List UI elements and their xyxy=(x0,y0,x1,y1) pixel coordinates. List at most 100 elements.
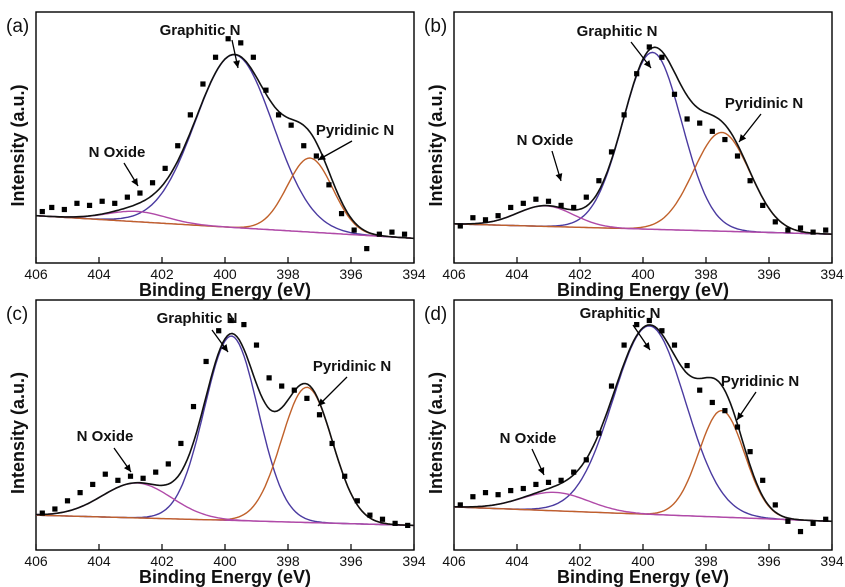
data-point xyxy=(354,498,360,504)
data-point xyxy=(316,412,323,418)
data-point xyxy=(734,153,741,159)
annotation-label: Graphitic N xyxy=(580,305,661,322)
data-point xyxy=(401,231,408,237)
x-axis-title: Binding Energy (eV) xyxy=(557,567,729,587)
x-tick-label: 394 xyxy=(402,266,426,282)
annotation-label: Pyridinic N xyxy=(313,358,391,375)
data-point xyxy=(772,219,778,225)
annotation-label: N Oxide xyxy=(89,144,146,161)
data-point xyxy=(495,213,501,219)
x-axis-title: Binding Energy (eV) xyxy=(557,280,729,300)
data-point xyxy=(520,200,526,206)
data-point xyxy=(797,528,804,535)
annotation-label: Graphitic N xyxy=(160,22,241,39)
panel-label: (d) xyxy=(424,304,447,325)
data-point xyxy=(533,196,539,202)
data-point xyxy=(39,208,45,215)
x-tick-label: 394 xyxy=(820,266,844,282)
arrow-head-icon xyxy=(643,60,651,68)
data-point xyxy=(545,198,552,204)
x-tick-label: 402 xyxy=(150,266,174,282)
data-point xyxy=(785,518,791,524)
x-tick-label: 404 xyxy=(505,553,529,569)
annotation-label: Pyridinic N xyxy=(316,122,394,139)
data-point xyxy=(671,91,678,97)
data-point xyxy=(722,408,728,414)
data-point xyxy=(225,36,231,42)
data-point xyxy=(304,395,310,401)
data-point xyxy=(760,477,766,483)
x-tick-label: 394 xyxy=(820,553,844,569)
x-tick-label: 400 xyxy=(213,553,237,569)
data-point xyxy=(291,387,297,393)
panel-c: (c) 406 404 402 400 398 396 394 Binding Energy (… xyxy=(6,299,426,587)
x-tick-label: 400 xyxy=(631,553,655,569)
x-tick-label: 398 xyxy=(276,266,300,282)
data-point xyxy=(216,328,222,334)
annotation-label: N Oxide xyxy=(500,430,557,447)
data-point xyxy=(659,328,665,334)
panel-label: (b) xyxy=(424,16,447,37)
data-point xyxy=(697,387,703,393)
data-point xyxy=(583,194,589,200)
data-point xyxy=(583,457,589,463)
envelope-line xyxy=(36,332,415,527)
data-point xyxy=(99,198,105,204)
data-point xyxy=(823,516,829,522)
data-point xyxy=(351,227,357,233)
data-point xyxy=(338,211,345,217)
data-point xyxy=(810,229,816,235)
data-point xyxy=(508,204,514,211)
data-point xyxy=(621,112,627,118)
x-tick-label: 400 xyxy=(213,266,237,282)
arrow-head-icon xyxy=(220,344,228,352)
data-point xyxy=(571,469,577,475)
data-point xyxy=(495,492,501,498)
data-point xyxy=(823,227,829,233)
data-point xyxy=(608,149,615,155)
data-point xyxy=(533,481,539,488)
data-point xyxy=(275,112,282,118)
arrow-head-icon xyxy=(233,60,240,68)
data-point xyxy=(266,375,272,381)
data-point xyxy=(634,71,640,77)
annotation-label: Graphitic N xyxy=(577,23,658,40)
data-point xyxy=(558,477,564,483)
data-point xyxy=(165,461,171,467)
data-point xyxy=(364,245,370,252)
data-point xyxy=(747,449,753,455)
data-point xyxy=(288,122,294,128)
arrow-head-icon xyxy=(643,342,650,350)
arrow-head-icon xyxy=(318,398,326,406)
panel-d: (d) 406 404 402 400 398 396 394 Binding Energy (… xyxy=(424,299,844,587)
arrow-head-icon xyxy=(555,173,563,181)
annotation-label: N Oxide xyxy=(77,428,134,445)
x-tick-label: 404 xyxy=(87,266,111,282)
data-point xyxy=(389,229,395,235)
panel-label: (a) xyxy=(6,16,29,37)
x-tick-label: 396 xyxy=(339,553,363,569)
annotation-label: Pyridinic N xyxy=(725,95,803,112)
arrow-head-icon xyxy=(318,153,326,160)
data-point xyxy=(392,520,398,526)
x-tick-label: 396 xyxy=(339,266,363,282)
data-point xyxy=(684,116,690,122)
data-point xyxy=(250,54,256,60)
x-tick-label: 394 xyxy=(402,553,426,569)
x-tick-label: 396 xyxy=(757,553,781,569)
data-point xyxy=(313,153,319,159)
data-point xyxy=(115,477,121,483)
data-point xyxy=(342,473,348,479)
x-tick-label: 406 xyxy=(24,266,48,282)
data-point xyxy=(200,81,206,87)
arrow-head-icon xyxy=(123,464,131,472)
data-point xyxy=(646,44,652,50)
annotation-label: Pyridinic N xyxy=(721,373,799,390)
data-point xyxy=(112,200,118,206)
data-point xyxy=(190,403,197,410)
data-point xyxy=(149,180,156,186)
data-point xyxy=(162,165,168,171)
data-point xyxy=(203,358,209,365)
data-point xyxy=(376,231,382,237)
